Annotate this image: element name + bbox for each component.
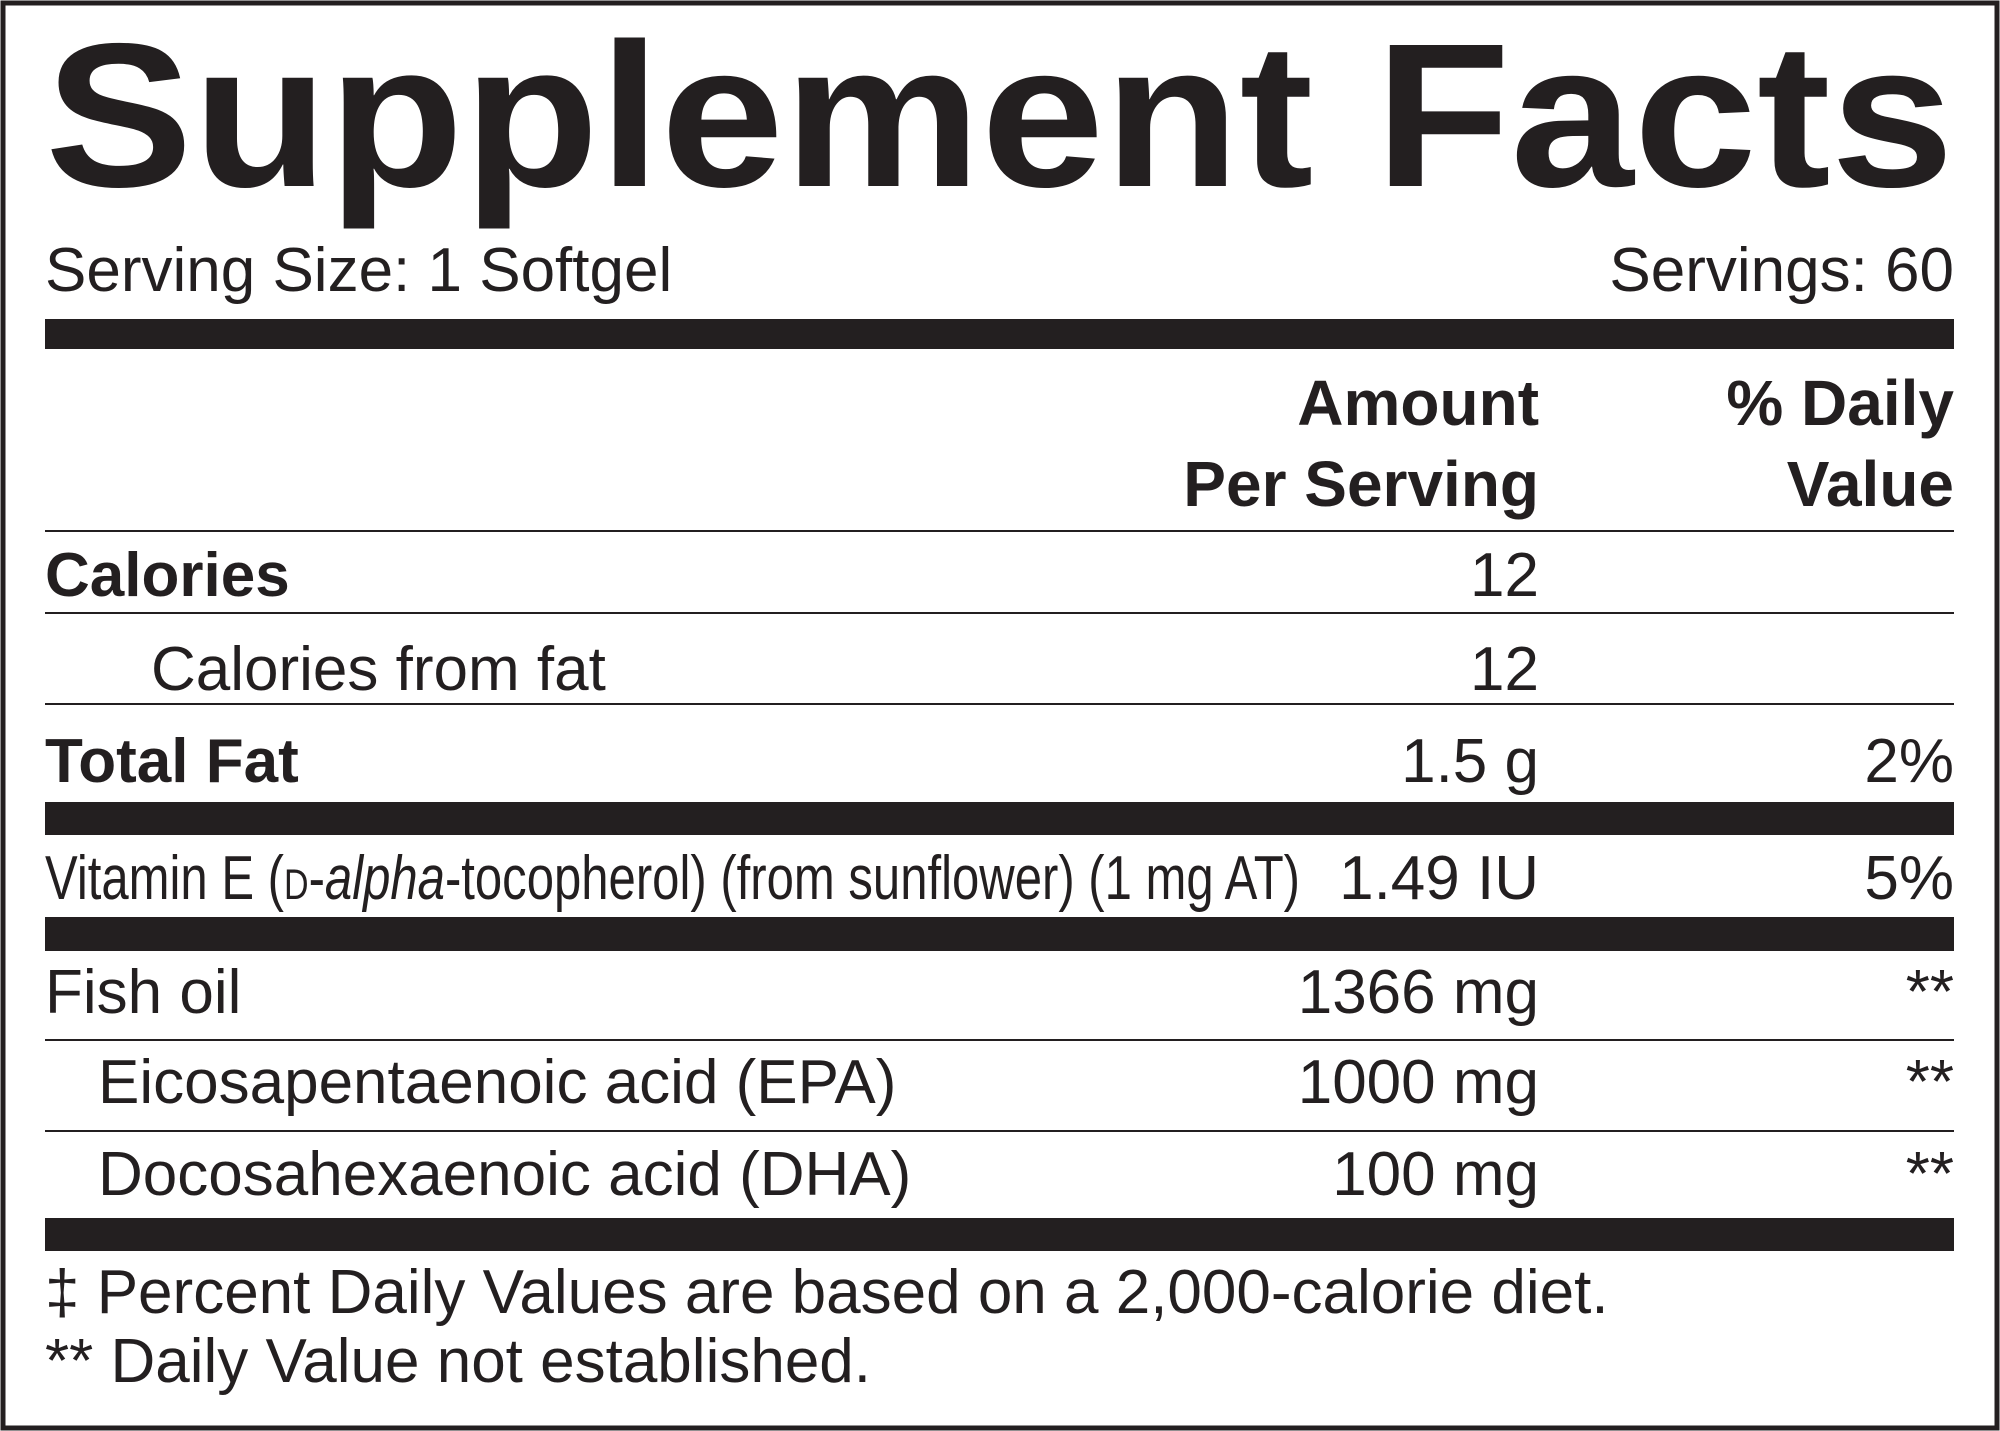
daily-value: 5% (1864, 844, 1954, 913)
serving-size: Serving Size: 1 Softgel (45, 236, 672, 305)
nutrient-name: Eicosapentaenoic acid (EPA) (98, 1048, 896, 1117)
footnote: ** Daily Value not established. (45, 1327, 871, 1396)
thick-rule (45, 802, 1954, 835)
name-part: Vitamin E ( (45, 844, 284, 913)
footnote: ‡ Percent Daily Values are based on a 2,… (45, 1258, 1609, 1327)
thin-rule (45, 703, 1954, 705)
daily-value-header: Value (1787, 448, 1954, 520)
amount: 12 (1470, 635, 1539, 704)
nutrient-name: Calories from fat (151, 635, 606, 704)
amount: 12 (1470, 541, 1539, 610)
amount: 1366 mg (1298, 958, 1539, 1027)
nutrient-rows: Calories 12 Calories from fat 12 Total Fat 1.… (45, 541, 1954, 1251)
amount: 100 mg (1332, 1140, 1539, 1209)
thick-rule (45, 917, 1954, 951)
nutrient-name: Total Fat (45, 727, 299, 796)
thin-rule (45, 612, 1954, 614)
title: Supplement Facts (45, 1, 1954, 230)
thin-rule (45, 1130, 1954, 1132)
daily-value: 2% (1864, 727, 1954, 796)
daily-value: ** (1906, 1048, 1954, 1117)
thick-rule (45, 319, 1954, 349)
name-part: -tocopherol) (from sunflower) (1 mg AT) (445, 844, 1300, 913)
nutrient-name: Vitamin E (d-alpha-tocopherol) (from sun… (45, 844, 1300, 913)
thin-rule (45, 1039, 1954, 1041)
nutrient-name: Docosahexaenoic acid (DHA) (98, 1140, 911, 1209)
amount-header: Per Serving (1183, 448, 1539, 520)
nutrient-name: Calories (45, 541, 290, 610)
amount: 1000 mg (1298, 1048, 1539, 1117)
thick-rule (45, 1218, 1954, 1251)
name-part: - (309, 844, 325, 913)
amount-header: Amount (1297, 367, 1539, 439)
servings: Servings: 60 (1609, 236, 1954, 305)
daily-value: ** (1906, 958, 1954, 1027)
thin-rule (45, 530, 1954, 532)
name-part: alpha (325, 844, 445, 913)
nutrient-name: Fish oil (45, 958, 241, 1027)
amount: 1.5 g (1401, 727, 1539, 796)
daily-value: ** (1906, 1140, 1954, 1209)
name-part: d (284, 844, 309, 913)
daily-value-header: % Daily (1726, 367, 1954, 439)
amount: 1.49 IU (1339, 844, 1539, 913)
